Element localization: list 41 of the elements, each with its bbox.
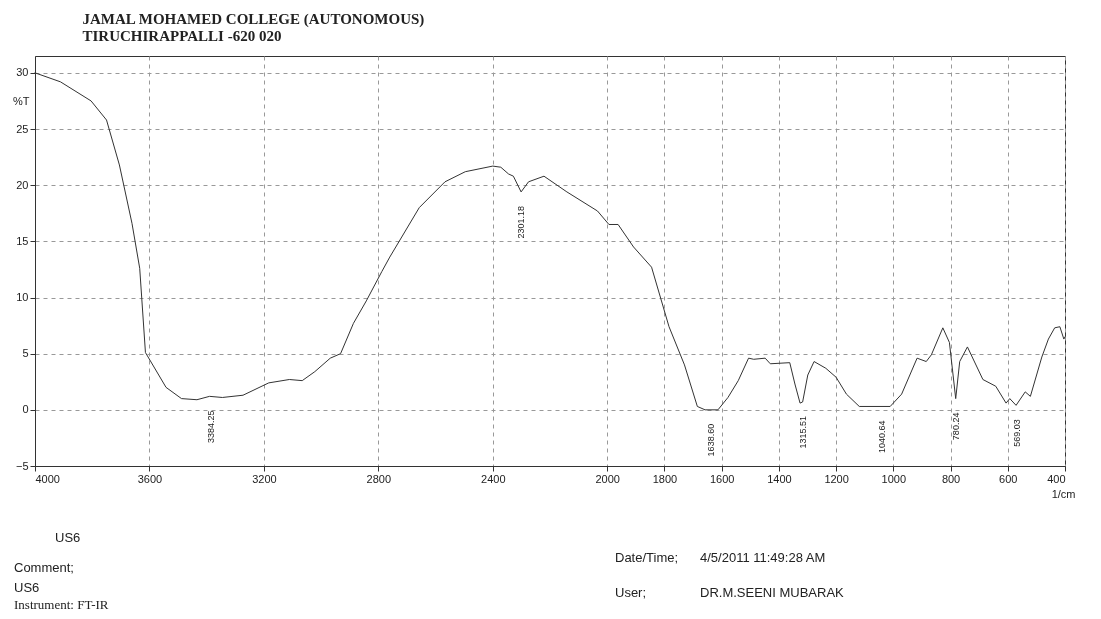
y-tick-label: 5 <box>22 347 29 360</box>
y-tick-label: 10 <box>16 291 29 304</box>
text: Comment; <box>14 560 74 575</box>
x-axis-title: 1/cm <box>1051 487 1076 500</box>
x-tick-label: 1600 <box>709 472 735 485</box>
x-tick-label: 2800 <box>366 472 392 485</box>
x-tick-label: 1000 <box>881 472 907 485</box>
x-tick-label: 1800 <box>652 472 678 485</box>
y-tick-label: 0 <box>22 403 29 416</box>
x-tick-label: 4000 <box>35 472 60 485</box>
x-tick-label: 3200 <box>252 472 277 485</box>
text: User; <box>615 585 647 600</box>
y-tick-label: 30 <box>16 66 29 79</box>
text: Instrument: FT-IR <box>14 597 109 613</box>
annotation: 3384.25 <box>206 410 217 443</box>
x-tick-label: 600 <box>999 472 1018 485</box>
x-tick-label: 400 <box>1047 472 1066 485</box>
annotation: 1315.51 <box>798 415 809 449</box>
chart-title: JAMAL MOHAMED COLLEGE (AUTONOMOUS) <box>82 11 425 28</box>
x-tick-label: 2400 <box>481 472 506 485</box>
text: US6 <box>55 530 81 545</box>
y-tick-label: −5 <box>15 459 29 472</box>
x-tick-label: 1200 <box>824 472 849 485</box>
annotation: 2301.18 <box>516 205 527 239</box>
annotation: 569.03 <box>1011 419 1022 447</box>
y-tick-label: 15 <box>16 234 29 247</box>
annotation: 1040.64 <box>876 420 887 454</box>
x-tick-label: 1400 <box>767 472 792 485</box>
text: 4/5/2011 11:49:28 AM <box>700 550 826 565</box>
x-tick-label: 800 <box>941 472 961 485</box>
y-tick-label: 25 <box>16 122 29 135</box>
annotation: 780.24 <box>951 412 962 441</box>
annotation: 1638.60 <box>705 423 716 457</box>
text: Date/Time; <box>615 550 679 565</box>
chart-subtitle: TIRUCHIRAPPALLI -620 020 <box>82 28 282 44</box>
text: US6 <box>14 580 40 595</box>
x-tick-label: 3600 <box>137 472 163 485</box>
text: DR.M.SEENI MUBARAK <box>700 585 844 600</box>
y-axis-title: %T <box>13 94 30 107</box>
y-tick-label: 20 <box>16 178 29 191</box>
x-tick-label: 2000 <box>595 472 620 485</box>
